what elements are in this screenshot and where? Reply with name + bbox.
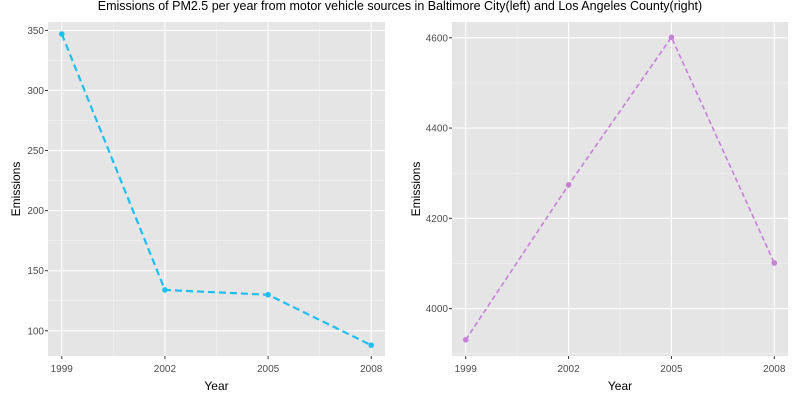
x-axis-title: Year (608, 379, 632, 393)
data-point (565, 182, 572, 188)
y-tick-label: 350 (27, 26, 44, 37)
x-tick-label: 2002 (557, 364, 580, 375)
data-point (368, 342, 375, 348)
data-point (265, 291, 271, 298)
series-line (60, 33, 372, 347)
y-axis-title: Emissions (9, 162, 23, 217)
series-line (465, 35, 776, 341)
y-tick-label: 4000 (426, 304, 449, 315)
x-tick-label: 1999 (455, 364, 478, 375)
x-tick-label: 2002 (154, 364, 177, 375)
y-tick-label: 150 (27, 266, 44, 277)
data-point (771, 260, 778, 266)
y-tick-label: 4600 (426, 33, 449, 44)
y-tick-label: 250 (27, 146, 44, 157)
chart-los-angeles: 4000 4200 4400 4600 1999 2002 2005 2008 Year Emis… (409, 22, 788, 393)
x-tick-label: 2005 (660, 364, 683, 375)
data-point (58, 31, 65, 37)
data-point (162, 287, 168, 293)
data-point (668, 34, 675, 41)
y-tick-label: 200 (27, 206, 44, 217)
x-tick-label: 2008 (360, 364, 383, 375)
y-tick-label: 4400 (426, 124, 449, 135)
x-tick-label: 2005 (257, 364, 280, 375)
y-tick-label: 4200 (426, 214, 449, 225)
y-tick-label: 300 (27, 86, 44, 97)
chart-baltimore: 100 150 200 250 300 350 1999 2002 2005 2008 Year Em… (9, 22, 385, 393)
y-tick-label: 100 (27, 326, 44, 337)
data-point (462, 336, 469, 343)
y-axis-title: Emissions (409, 162, 423, 217)
x-tick-label: 1999 (51, 364, 74, 375)
x-tick-label: 2008 (763, 364, 786, 375)
figure-title: Emissions of PM2.5 per year from motor v… (98, 0, 702, 13)
x-axis-title: Year (204, 379, 228, 393)
